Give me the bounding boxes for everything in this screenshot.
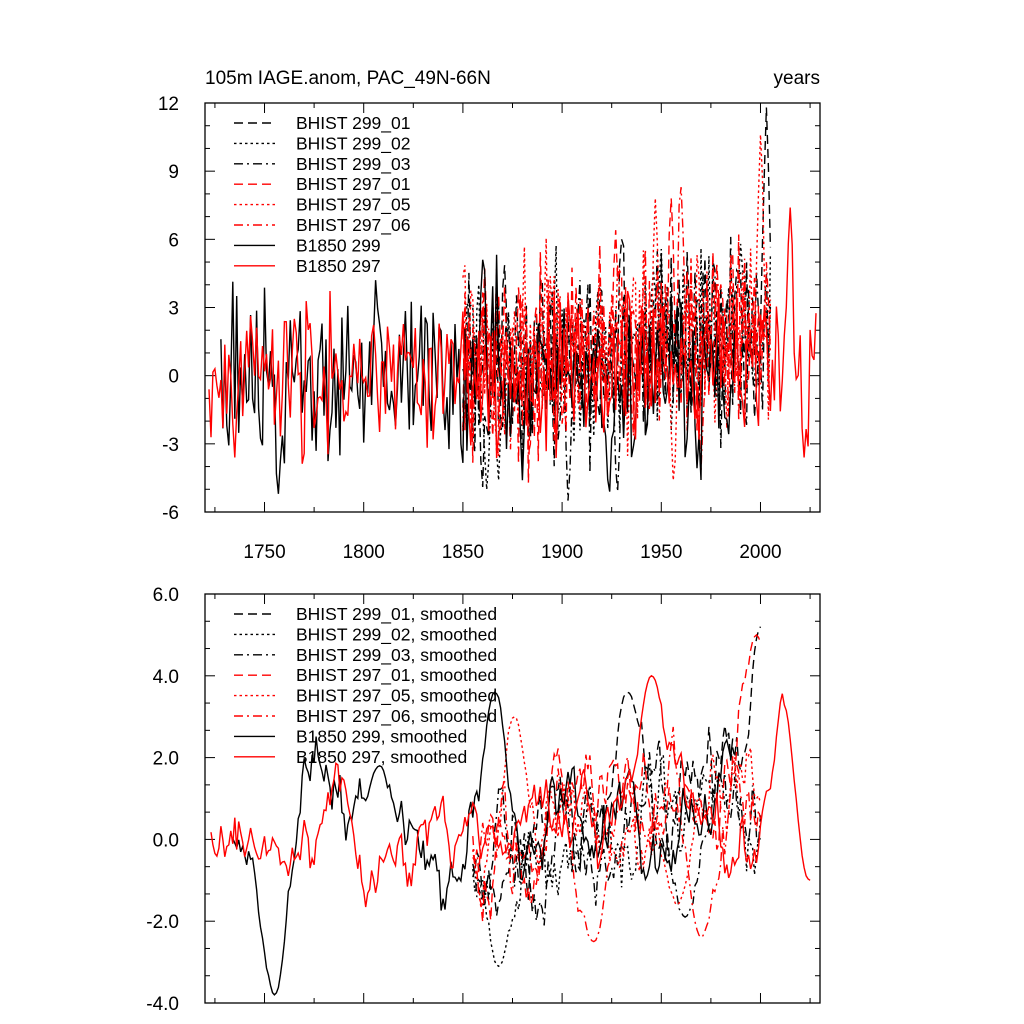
- y-tick-label: 12: [158, 94, 179, 115]
- y-tick-label: 6.0: [153, 585, 179, 606]
- bottom-panel: -4.0 -2.0 0.0 2.0 4.0 6.0 BHIST 299_01, smoot…: [146, 585, 821, 1015]
- y-tick-label: -6: [162, 503, 179, 524]
- legend-label: BHIST 299_02: [296, 133, 410, 154]
- series-line-b1850-297: [208, 207, 817, 464]
- legend-label: BHIST 299_01, smoothed: [296, 604, 497, 625]
- top-panel: 105m IAGE.anom, PAC_49N-66N years 1750 18…: [158, 68, 821, 563]
- x-tick-label: 1850: [442, 542, 484, 563]
- series-line-bhist-297-05: [462, 134, 772, 481]
- legend-label: B1850 299, smoothed: [296, 726, 467, 746]
- series-line-bhist-297-06-smoothed: [472, 726, 762, 943]
- legend-label: BHIST 299_03, smoothed: [296, 645, 497, 666]
- y-tick-label: -3: [162, 435, 179, 456]
- legend-label: BHIST 299_02, smoothed: [296, 624, 497, 645]
- legend-label: BHIST 299_01: [296, 113, 410, 134]
- series-line-b1850-297-smoothed: [210, 674, 811, 908]
- legend-label: BHIST 297_05, smoothed: [296, 686, 497, 707]
- legend-label: BHIST 297_05: [296, 195, 410, 216]
- legend-label: BHIST 297_06, smoothed: [296, 706, 497, 727]
- y-tick-label: 2.0: [153, 749, 179, 770]
- top-units-label: years: [774, 68, 820, 89]
- x-tick-label: 1750: [243, 542, 285, 563]
- top-series-group: [208, 107, 817, 501]
- legend-label: B1850 297: [296, 256, 381, 276]
- x-tick-label: 1900: [541, 542, 583, 563]
- series-line-bhist-299-03-smoothed: [472, 738, 762, 926]
- series-line-bhist-299-02-smoothed: [472, 754, 762, 968]
- legend-label: B1850 297, smoothed: [296, 747, 467, 767]
- series-line-b1850-299-smoothed: [232, 691, 734, 996]
- series-line-bhist-297-01-smoothed: [472, 633, 762, 923]
- y-tick-label: 4.0: [153, 667, 179, 688]
- legend-label: BHIST 297_06: [296, 215, 410, 236]
- y-tick-label: -2.0: [146, 912, 179, 933]
- series-line-bhist-297-05-smoothed: [472, 715, 762, 908]
- top-axis-ticks: 1750 1800 1850 1900 1950 2000 -6 -3 0 3 6 9 12: [158, 94, 820, 563]
- legend-label: BHIST 297_01: [296, 174, 410, 195]
- bottom-series-group: [210, 626, 811, 996]
- legend-label: B1850 299: [296, 235, 381, 255]
- y-tick-label: 0.0: [153, 830, 179, 851]
- y-tick-label: 6: [168, 230, 179, 251]
- y-tick-label: -4.0: [146, 994, 179, 1015]
- y-tick-label: 0: [168, 367, 179, 388]
- series-line-bhist-299-03: [462, 236, 772, 501]
- top-title: 105m IAGE.anom, PAC_49N-66N: [205, 68, 491, 89]
- x-tick-label: 2000: [739, 542, 781, 563]
- x-tick-label: 1800: [343, 542, 385, 563]
- y-tick-label: 9: [168, 162, 179, 183]
- legend-label: BHIST 297_01, smoothed: [296, 665, 497, 686]
- x-tick-label: 1950: [640, 542, 682, 563]
- bottom-axis-ticks: -4.0 -2.0 0.0 2.0 4.0 6.0: [146, 585, 820, 1015]
- legend-label: BHIST 299_03: [296, 154, 410, 175]
- y-tick-label: 3: [168, 299, 179, 320]
